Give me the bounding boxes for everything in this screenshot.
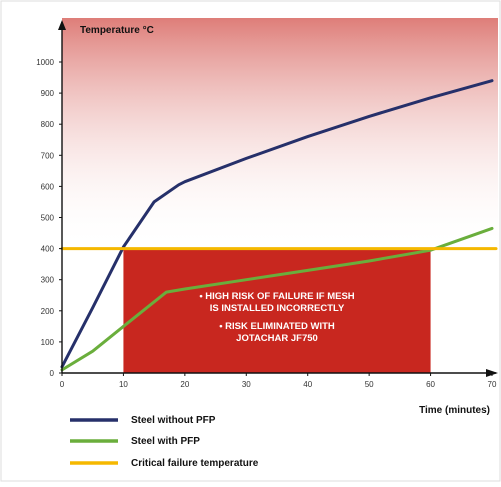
x-tick-label: 10 (119, 380, 128, 389)
x-axis-title: Time (minutes) (419, 405, 490, 416)
y-axis-title: Temperature °C (80, 25, 154, 36)
series-line-2 (60, 226, 494, 372)
y-tick-label: 500 (41, 214, 55, 223)
legend-label-3: Critical failure temperature (131, 458, 259, 469)
y-tick-label: 0 (50, 369, 55, 378)
y-tick-label: 800 (41, 120, 55, 129)
series-line-1 (60, 79, 494, 369)
annotation-line-1: • HIGH RISK OF FAILURE IF MESH (199, 291, 354, 302)
y-tick-label: 1000 (36, 58, 54, 67)
annotation-line-2: IS INSTALLED INCORRECTLY (210, 303, 345, 314)
y-tick-label: 300 (41, 276, 55, 285)
y-tick-label: 400 (41, 245, 55, 254)
x-tick-label: 70 (488, 380, 497, 389)
legend-label-2: Steel with PFP (131, 436, 200, 447)
y-tick-label: 100 (41, 338, 55, 347)
annotation-line-3: • RISK ELIMINATED WITH (219, 321, 335, 332)
risk-region-box (123, 248, 431, 373)
x-tick-label: 50 (365, 380, 374, 389)
legend: Steel without PFP Steel with PFP Critical … (70, 415, 259, 469)
x-tick-label: 40 (303, 380, 312, 389)
y-tick-label: 900 (41, 89, 55, 98)
x-tick-label: 0 (60, 380, 65, 389)
y-tick-label: 200 (41, 307, 55, 316)
y-axis-arrow-icon (58, 20, 66, 30)
x-tick-label: 60 (426, 380, 435, 389)
heat-gradient-area (62, 18, 498, 249)
x-tick-label: 30 (242, 380, 251, 389)
x-tick-label: 20 (180, 380, 189, 389)
y-tick-label: 600 (41, 182, 55, 191)
legend-label-1: Steel without PFP (131, 415, 216, 426)
y-tick-label: 700 (41, 151, 55, 160)
annotation-line-4: JOTACHAR JF750 (236, 333, 318, 344)
